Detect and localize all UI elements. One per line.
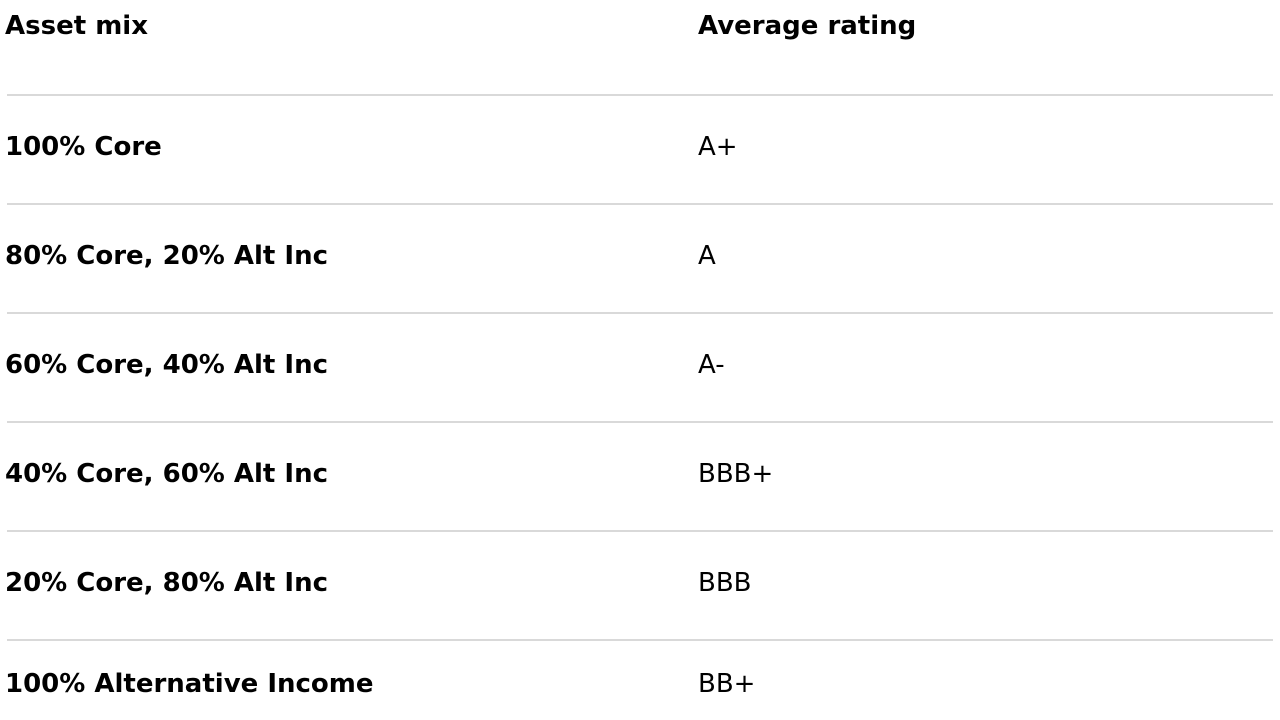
asset-mix-cell: 100% Alternative Income — [5, 669, 374, 699]
asset-mix-cell: 40% Core, 60% Alt Inc — [5, 459, 329, 489]
average-rating-cell: BBB+ — [698, 459, 774, 489]
table-row: 100% Alternative Income BB+ — [5, 639, 1273, 719]
table-body: 100% Core A+ 80% Core, 20% Alt Inc A 60%… — [0, 94, 1280, 719]
table-row: 20% Core, 80% Alt Inc BBB — [5, 530, 1273, 639]
average-rating-cell: A- — [698, 350, 725, 380]
average-rating-cell: BBB — [698, 568, 752, 598]
table-row: 100% Core A+ — [5, 94, 1273, 203]
asset-mix-cell: 100% Core — [5, 132, 162, 162]
table-row: 80% Core, 20% Alt Inc A — [5, 203, 1273, 312]
column-header-average-rating: Average rating — [698, 11, 917, 41]
asset-mix-cell: 60% Core, 40% Alt Inc — [5, 350, 329, 380]
average-rating-cell: A+ — [698, 132, 738, 162]
asset-mix-cell: 80% Core, 20% Alt Inc — [5, 241, 329, 271]
table-row: 40% Core, 60% Alt Inc BBB+ — [5, 421, 1273, 530]
table-row: 60% Core, 40% Alt Inc A- — [5, 312, 1273, 421]
column-header-asset-mix: Asset mix — [5, 11, 148, 41]
asset-mix-cell: 20% Core, 80% Alt Inc — [5, 568, 329, 598]
average-rating-cell: A — [698, 241, 716, 271]
average-rating-cell: BB+ — [698, 669, 756, 699]
table-header: Asset mix Average rating — [0, 0, 1280, 54]
